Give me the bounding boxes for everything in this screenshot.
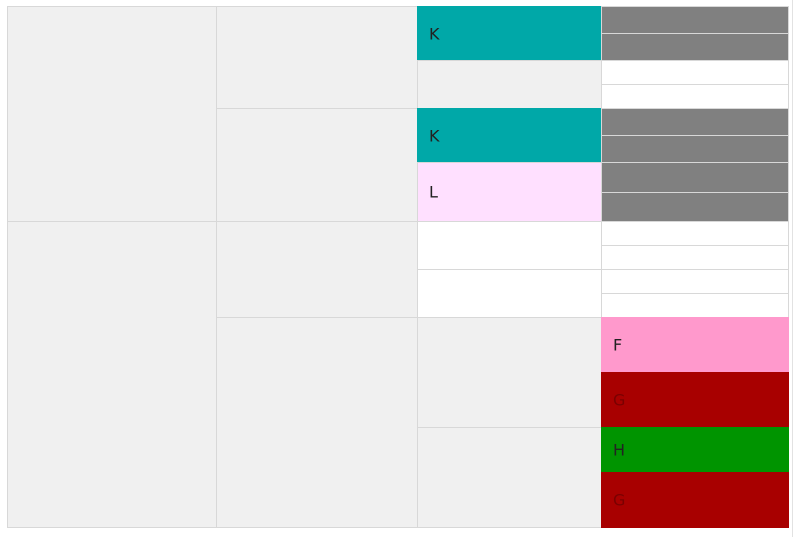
- gen3-cell-6: [417, 269, 602, 318]
- gen3-cell-l[interactable]: L: [417, 162, 602, 222]
- gen4-cell-g2-label: G: [613, 490, 626, 510]
- gen1-cell-bottom: [7, 221, 217, 528]
- gen4-cell-f-label: F: [613, 335, 623, 355]
- page-edge-divider: [792, 0, 793, 537]
- gen3-cell-7: [417, 317, 602, 428]
- gen3-cell-5: [417, 221, 602, 270]
- gen1-cell-top: [7, 6, 217, 222]
- gen3-cell-8: [417, 427, 602, 528]
- gen2-cell-2: [216, 108, 418, 222]
- gen3-cell-k2[interactable]: K: [417, 108, 602, 163]
- gen4-cell-4: [601, 84, 789, 109]
- gen3-cell-k2-label: K: [429, 126, 440, 145]
- gen4-cell-9: [601, 221, 789, 246]
- gen2-cell-4: [216, 317, 418, 528]
- gen4-cell-3: [601, 60, 789, 85]
- gen4-cell-g2[interactable]: G: [601, 472, 789, 528]
- gen4-cell-g1-label: G: [613, 390, 626, 410]
- gen4-cell-f[interactable]: F: [601, 317, 789, 373]
- gen4-cell-h[interactable]: H: [601, 427, 789, 473]
- gen4-cell-g1[interactable]: G: [601, 372, 789, 428]
- gen3-cell-l-label: L: [429, 182, 438, 202]
- gen4-cell-1: [601, 6, 789, 34]
- gen4-cell-h-label: H: [613, 440, 626, 460]
- gen2-cell-3: [216, 221, 418, 318]
- gen4-cell-11: [601, 269, 789, 294]
- gen4-cell-2: [601, 33, 789, 61]
- gen4-cell-8: [601, 192, 789, 222]
- gen3-cell-k1[interactable]: K: [417, 6, 602, 61]
- gen4-cell-7: [601, 162, 789, 193]
- gen4-cell-12: [601, 293, 789, 318]
- gen2-cell-1: [216, 6, 418, 109]
- gen4-cell-5: [601, 108, 789, 136]
- gen4-cell-6: [601, 135, 789, 163]
- gen3-cell-2: [417, 60, 602, 109]
- gen3-cell-k1-label: K: [429, 24, 440, 43]
- gen4-cell-10: [601, 245, 789, 270]
